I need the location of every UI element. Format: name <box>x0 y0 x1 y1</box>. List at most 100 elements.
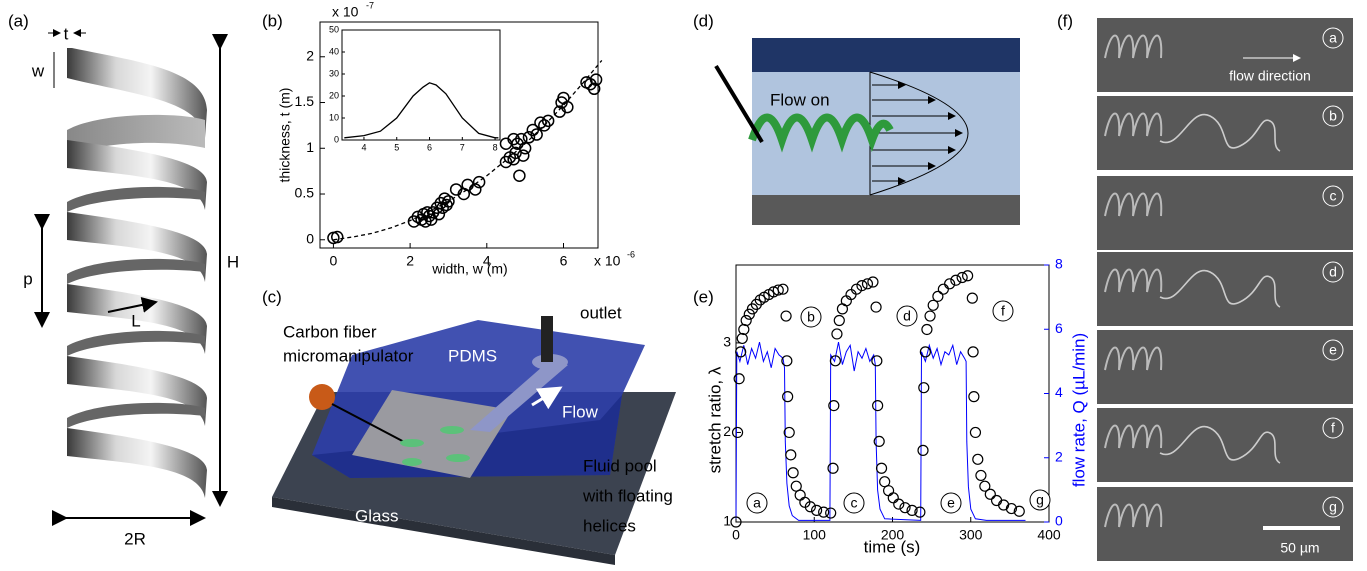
x-tick-label: 4 <box>361 142 366 152</box>
data-point <box>938 284 948 294</box>
frame-label: f <box>1331 420 1335 436</box>
data-point <box>976 470 986 480</box>
data-line <box>736 342 1026 520</box>
micrograph <box>1097 18 1353 92</box>
y-tick-label: 10 <box>329 112 339 122</box>
x-tick-label: 6 <box>427 142 432 152</box>
frame-label: b <box>1329 108 1337 124</box>
x-tick-label: 8 <box>493 142 498 152</box>
y2-tick-label: 4 <box>1055 384 1063 400</box>
y2-tick-label: 0 <box>1055 513 1063 529</box>
frame-label: a <box>1329 30 1337 46</box>
data-point <box>788 468 798 478</box>
x-exponent: -6 <box>627 249 635 259</box>
y2-tick-label: 6 <box>1055 320 1063 336</box>
micrograph <box>1097 408 1353 482</box>
y-tick-label: 3 <box>723 334 731 350</box>
x-tick-label: 400 <box>1037 527 1061 543</box>
data-point <box>925 311 935 321</box>
data-point <box>877 463 887 473</box>
data-point <box>784 427 794 437</box>
y-tick-label: 40 <box>329 46 339 56</box>
data-point <box>888 493 898 503</box>
x-tick-label: 0 <box>330 253 338 269</box>
frame-label: e <box>1329 342 1337 358</box>
frame-label: d <box>1329 264 1337 280</box>
scale-bar-label: 50 µm <box>1280 540 1319 556</box>
y2-tick-label: 2 <box>1055 448 1063 464</box>
panel-label: (f) <box>1057 11 1073 30</box>
data-point <box>985 489 995 499</box>
x-tick-label: 2 <box>406 253 414 269</box>
data-point <box>992 496 1002 506</box>
data-point <box>970 427 980 437</box>
data-point <box>957 273 967 283</box>
panel-label: (d) <box>693 11 714 30</box>
helix-label: 2R <box>124 529 146 548</box>
panel-label: (a) <box>8 11 29 30</box>
panel-label: (b) <box>262 11 283 30</box>
micrograph <box>1097 96 1353 170</box>
y-tick-label: 20 <box>329 90 339 100</box>
x-axis-label: width, w (m) <box>431 261 507 277</box>
data-point <box>873 401 883 411</box>
x-multiplier: x 10 <box>594 253 621 269</box>
data-point <box>868 277 878 287</box>
micrograph <box>1097 176 1353 250</box>
y-tick-label: 0 <box>306 230 314 246</box>
y-tick-label: 1 <box>306 139 314 155</box>
data-point <box>919 383 929 393</box>
data-point <box>795 490 805 500</box>
setup-label: Flow <box>562 402 599 421</box>
panel-label: (c) <box>262 287 282 306</box>
data-point <box>781 311 791 321</box>
micrograph <box>1097 252 1353 326</box>
helix-label: H <box>227 252 239 271</box>
helix-label: p <box>23 269 32 288</box>
data-point <box>963 271 973 281</box>
annotation: f <box>1001 303 1005 319</box>
x-tick-label: 0 <box>732 527 740 543</box>
helix-drawing <box>42 33 220 518</box>
setup-label: with floating <box>582 486 673 505</box>
y-tick-label: 2 <box>306 47 314 63</box>
data-point <box>737 333 747 343</box>
y2-tick-label: 8 <box>1055 256 1063 272</box>
frame-label: c <box>1330 188 1337 204</box>
setup-label: Glass <box>355 506 398 525</box>
data-point <box>973 454 983 464</box>
data-point <box>933 291 943 301</box>
scatter-point <box>518 150 529 161</box>
data-point <box>819 507 829 517</box>
y2-axis-label: flow rate, Q (µL/min) <box>1069 333 1088 487</box>
y-tick-label: 0 <box>334 134 339 144</box>
data-point <box>884 486 894 496</box>
helix-label: L <box>131 311 140 330</box>
flow-direction: flow direction <box>1229 68 1311 84</box>
data-point <box>969 392 979 402</box>
scatter-point <box>514 170 525 181</box>
micrograph <box>1097 330 1353 404</box>
annotation: d <box>903 308 911 324</box>
data-point <box>834 316 844 326</box>
setup-label: micromanipulator <box>283 346 414 365</box>
annotation: a <box>753 495 761 511</box>
data-point <box>828 463 838 473</box>
y-tick-label: 1.5 <box>295 93 315 109</box>
x-tick-label: 300 <box>959 527 983 543</box>
figure: t w p L H 2R outlet Carbon fiber microma… <box>0 0 1367 566</box>
data-point <box>826 508 836 518</box>
flow-diagram <box>716 38 1020 225</box>
data-point <box>832 329 842 339</box>
annotation: g <box>1036 492 1044 508</box>
x-tick-label: 7 <box>460 142 465 152</box>
data-point <box>967 293 977 303</box>
data-point <box>918 445 928 455</box>
inset-frame <box>342 30 500 140</box>
helix-label: w <box>31 61 45 80</box>
helix-label: t <box>64 24 69 43</box>
y-multiplier: x 10 <box>332 4 359 20</box>
setup-label: PDMS <box>448 346 497 365</box>
y-tick-label: 30 <box>329 68 339 78</box>
